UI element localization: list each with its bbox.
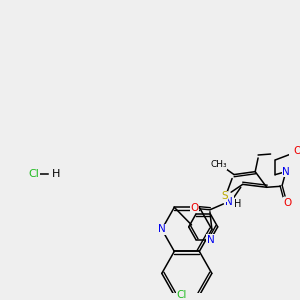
Text: N: N — [282, 167, 290, 177]
Text: Cl: Cl — [28, 169, 39, 179]
Text: Cl: Cl — [177, 290, 187, 300]
Text: H: H — [234, 199, 242, 209]
Text: O: O — [190, 203, 199, 213]
Text: O: O — [293, 146, 300, 156]
Text: CH₃: CH₃ — [210, 160, 227, 169]
Text: N: N — [158, 224, 166, 234]
Text: S: S — [221, 191, 228, 201]
Text: O: O — [284, 198, 292, 208]
Text: N: N — [207, 235, 214, 245]
Text: H: H — [52, 169, 60, 179]
Text: N: N — [225, 197, 233, 207]
